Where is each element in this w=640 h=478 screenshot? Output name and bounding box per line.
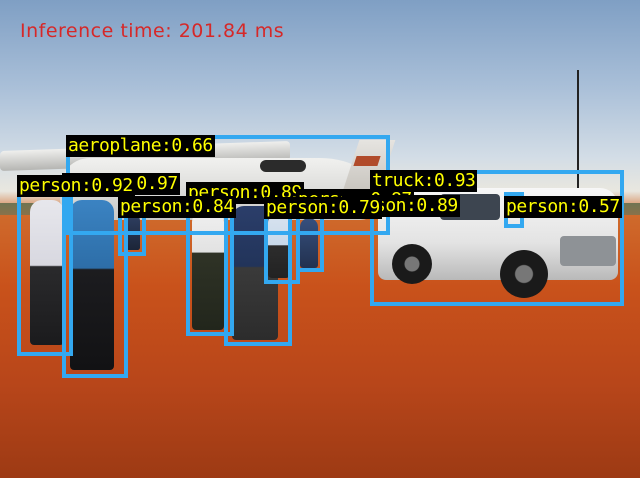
detection-label: person:0.57 <box>504 196 622 218</box>
person-figure <box>70 200 114 370</box>
detection-label: truck:0.93 <box>370 170 478 192</box>
person-figure <box>268 212 290 278</box>
person-figure <box>300 218 318 268</box>
truck-antenna <box>577 70 579 240</box>
truck-grill <box>560 236 616 266</box>
detection-label: person:0.92 <box>17 175 135 197</box>
truck-wheel <box>500 250 548 298</box>
aeroplane-window <box>260 160 306 172</box>
inference-time: Inference time: 201.84 ms <box>20 20 285 42</box>
person-figure <box>30 200 64 345</box>
detection-label: person:0.79 <box>264 197 382 219</box>
detection-label: person:0.84 <box>118 196 236 218</box>
person-figure <box>192 210 224 330</box>
detection-label: aeroplane:0.66 <box>66 135 215 157</box>
truck-wheel <box>392 244 432 284</box>
detection-box-truck <box>370 170 624 306</box>
